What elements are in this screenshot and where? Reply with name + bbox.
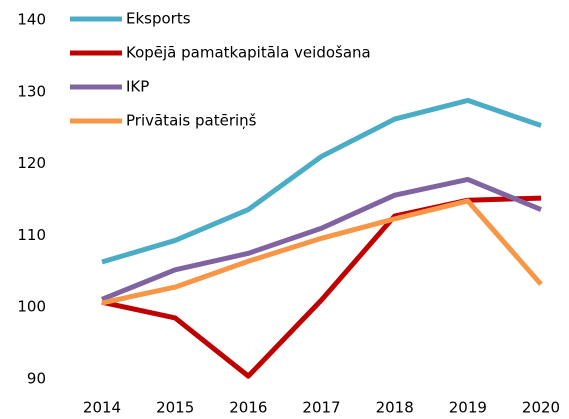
legend-label: Kopējā pamatkapitāla veidošana bbox=[126, 44, 371, 62]
x-tick-label: 2018 bbox=[376, 399, 414, 417]
x-tick-label: 2020 bbox=[522, 399, 560, 417]
y-tick-label: 140 bbox=[17, 11, 46, 29]
x-tick-label: 2014 bbox=[83, 399, 121, 417]
legend-label: Privātais patēriņš bbox=[126, 112, 257, 130]
y-tick-label: 90 bbox=[27, 370, 46, 388]
y-tick-label: 110 bbox=[17, 226, 46, 244]
x-tick-label: 2017 bbox=[302, 399, 340, 417]
series-line bbox=[101, 97, 542, 265]
series-line bbox=[101, 176, 542, 302]
series-line bbox=[101, 198, 543, 306]
x-tick-label: 2015 bbox=[156, 399, 194, 417]
x-tick-label: 2019 bbox=[449, 399, 487, 417]
x-tick-label: 2016 bbox=[229, 399, 267, 417]
y-tick-label: 120 bbox=[17, 154, 46, 172]
y-tick-label: 130 bbox=[17, 82, 46, 100]
legend-label: Eksports bbox=[126, 10, 191, 28]
y-tick-label: 100 bbox=[17, 298, 46, 316]
legend-label: IKP bbox=[126, 78, 149, 96]
